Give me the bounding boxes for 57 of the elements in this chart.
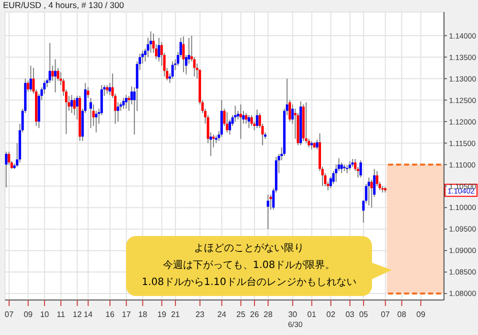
candlestick: [256, 109, 258, 129]
x-tick-label: 08: [397, 310, 407, 319]
annotation: 1.08ドルから1.10ドル台のレンジかもしれない: [140, 276, 358, 290]
candlestick: [359, 160, 362, 178]
x-tick-label: 18: [138, 310, 148, 319]
candlestick: [220, 100, 223, 138]
candlestick: [124, 94, 128, 110]
x-tick-label: 28: [264, 310, 274, 319]
x-tick-label: 16: [106, 310, 115, 319]
x-tick-label: 26: [250, 310, 260, 319]
x-tick-label: 12: [72, 310, 82, 319]
candlestick: [370, 179, 373, 208]
x-tick-label: 02: [326, 310, 336, 319]
candlestick: [250, 114, 253, 126]
candlestick: [54, 58, 57, 93]
candlestick: [248, 114, 250, 129]
candlestick: [171, 60, 174, 80]
x-tick-label: 03: [345, 310, 355, 319]
candlestick: [244, 112, 248, 124]
candlestick: [226, 112, 228, 133]
candlestick: [48, 42, 52, 84]
candlestick: [182, 36, 185, 73]
candlestick: [234, 105, 236, 122]
candlestick: [73, 97, 76, 116]
x-tick-label: 10: [40, 310, 50, 319]
candlestick: [368, 176, 370, 206]
x-tick-label: 09: [416, 310, 426, 319]
x-tick-label: 24: [217, 310, 227, 319]
candlestick: [76, 95, 78, 120]
x-tick-label: 07: [380, 310, 390, 319]
chart-title: EUR/USD , 4 hours, # 130 / 300: [3, 0, 124, 10]
candlestick: [70, 94, 73, 114]
x-tick-label: 21: [170, 310, 180, 319]
x-tick-label: 01: [307, 310, 317, 319]
annotation: 今週は下がっても、1.08ドルが限界。: [162, 259, 336, 273]
candlestick: [316, 139, 318, 150]
x-tick-label: 07: [4, 310, 14, 319]
x-tick-label: 05: [359, 310, 369, 319]
candlestick: [340, 162, 343, 174]
candlestick: [304, 102, 308, 144]
x-tick-label: 09: [24, 310, 34, 319]
candlestick: [212, 134, 215, 148]
x-tick-label: 23: [196, 310, 205, 319]
candlestick: [90, 97, 92, 129]
candlestick: [8, 151, 10, 166]
annotation: よほどのことがない限り: [193, 242, 305, 256]
x-tick-label: 19: [157, 310, 167, 319]
candlestick: [30, 65, 32, 92]
candlestick: [5, 151, 8, 188]
candlestick: [158, 37, 160, 62]
x-tick-label: 14: [84, 310, 94, 319]
x-tick-label: 11: [56, 310, 66, 319]
candlestick: [122, 97, 125, 110]
x-tick-label: 30: [288, 310, 298, 319]
x-tick-label: 17: [122, 310, 132, 319]
candlestick: [239, 104, 242, 140]
x-tick-label: 25: [236, 310, 246, 319]
